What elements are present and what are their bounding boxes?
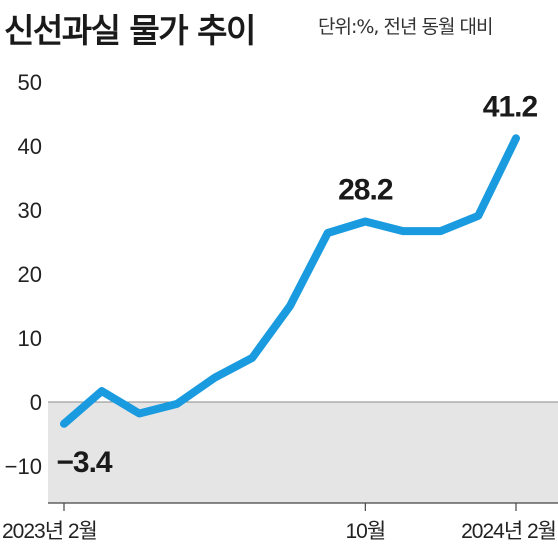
x-tick-label: 2024년 2월 (461, 520, 556, 543)
negative-band (48, 402, 558, 503)
unit-note: 단위:%, 전년 동월 대비 (318, 16, 493, 38)
y-tick-label: −10 (5, 454, 42, 479)
y-tick-label: 30 (18, 198, 42, 223)
data-label: 28.2 (338, 174, 393, 207)
y-tick-label: 0 (30, 390, 42, 415)
series-line (60, 134, 520, 428)
x-tick-label: 10월 (345, 520, 385, 543)
data-label: 41.2 (483, 90, 538, 123)
y-tick-label: 10 (18, 326, 42, 351)
x-tick-label: 2023년 2월 (2, 520, 97, 543)
y-tick-label: 20 (18, 262, 42, 287)
title-bar: 신선과실 물가 추이 단위:%, 전년 동월 대비 (0, 0, 558, 52)
data-label: −3.4 (56, 446, 113, 479)
y-tick-label: 50 (18, 70, 42, 95)
chart-title: 신선과실 물가 추이 (4, 11, 256, 50)
y-tick-label: 40 (18, 134, 42, 159)
